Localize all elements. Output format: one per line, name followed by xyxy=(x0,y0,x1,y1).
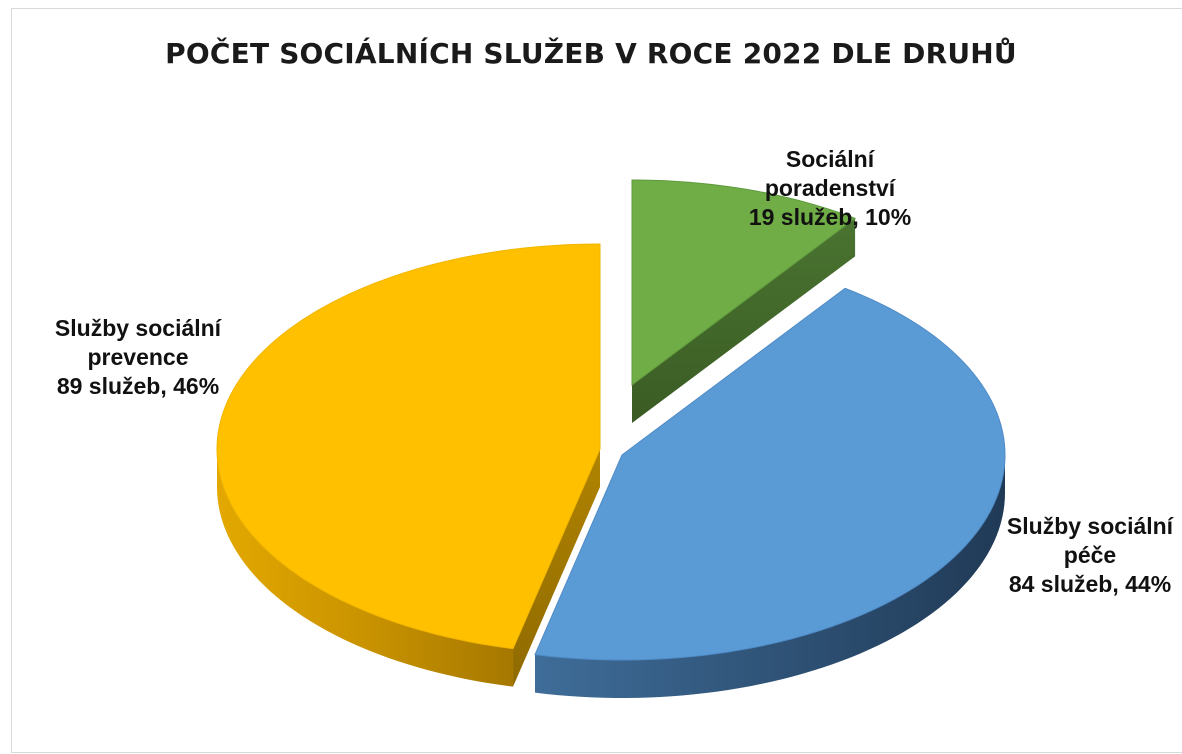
data-label-line: prevence xyxy=(87,344,189,370)
slice-side xyxy=(535,455,1005,698)
pie-slice-služby-sociální-péče xyxy=(534,287,1006,698)
data-label-line: Služby sociální xyxy=(1006,513,1174,539)
pie-slice-sociální-poradenství xyxy=(631,179,857,423)
data-label-sociální-poradenství: Sociální poradenství 19 služeb, 10% xyxy=(700,145,960,232)
slice-top xyxy=(631,179,857,386)
data-label-služby-sociální-péče: Služby sociální péče 84 služeb, 44% xyxy=(975,512,1182,599)
pie-slice-služby-sociální-prevence xyxy=(216,243,601,687)
data-label-line: poradenství xyxy=(764,175,896,201)
data-label-line: Služby sociální xyxy=(54,315,222,341)
data-label-line: 84 služeb, 44% xyxy=(1008,571,1172,597)
slice-top xyxy=(534,287,1006,661)
slice-top xyxy=(216,243,601,650)
slice-wall xyxy=(632,218,856,423)
data-label-line: 89 služeb, 46% xyxy=(56,373,220,399)
chart-title: POČET SOCIÁLNÍCH SLUŽEB V ROCE 2022 DLE … xyxy=(165,37,1017,70)
data-label-line: péče xyxy=(1063,542,1117,568)
data-label-line: 19 služeb, 10% xyxy=(748,204,912,230)
data-label-služby-sociální-prevence: Služby sociální prevence 89 služeb, 46% xyxy=(8,314,268,401)
data-label-line: Sociální xyxy=(785,146,875,172)
slice-wall xyxy=(513,449,600,687)
slice-side xyxy=(217,449,514,687)
